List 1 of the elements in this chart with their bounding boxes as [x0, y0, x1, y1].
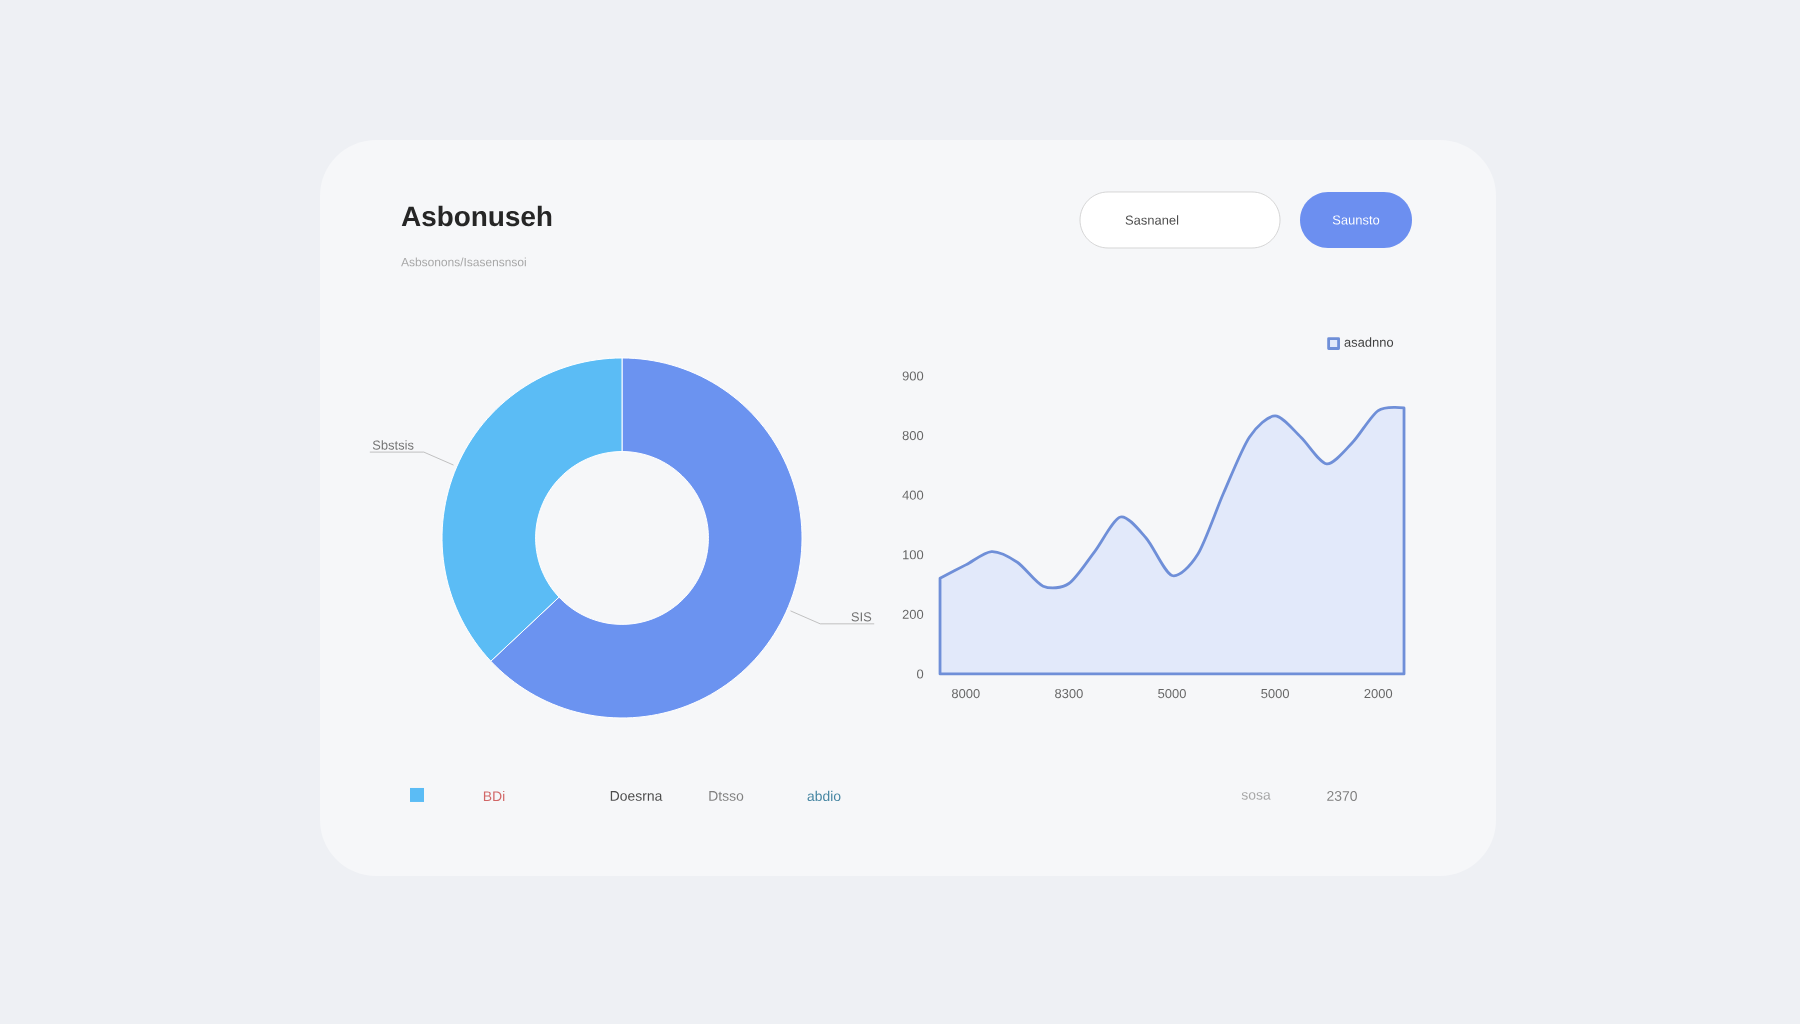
- text: Asbonuseh: [401, 205, 552, 227]
